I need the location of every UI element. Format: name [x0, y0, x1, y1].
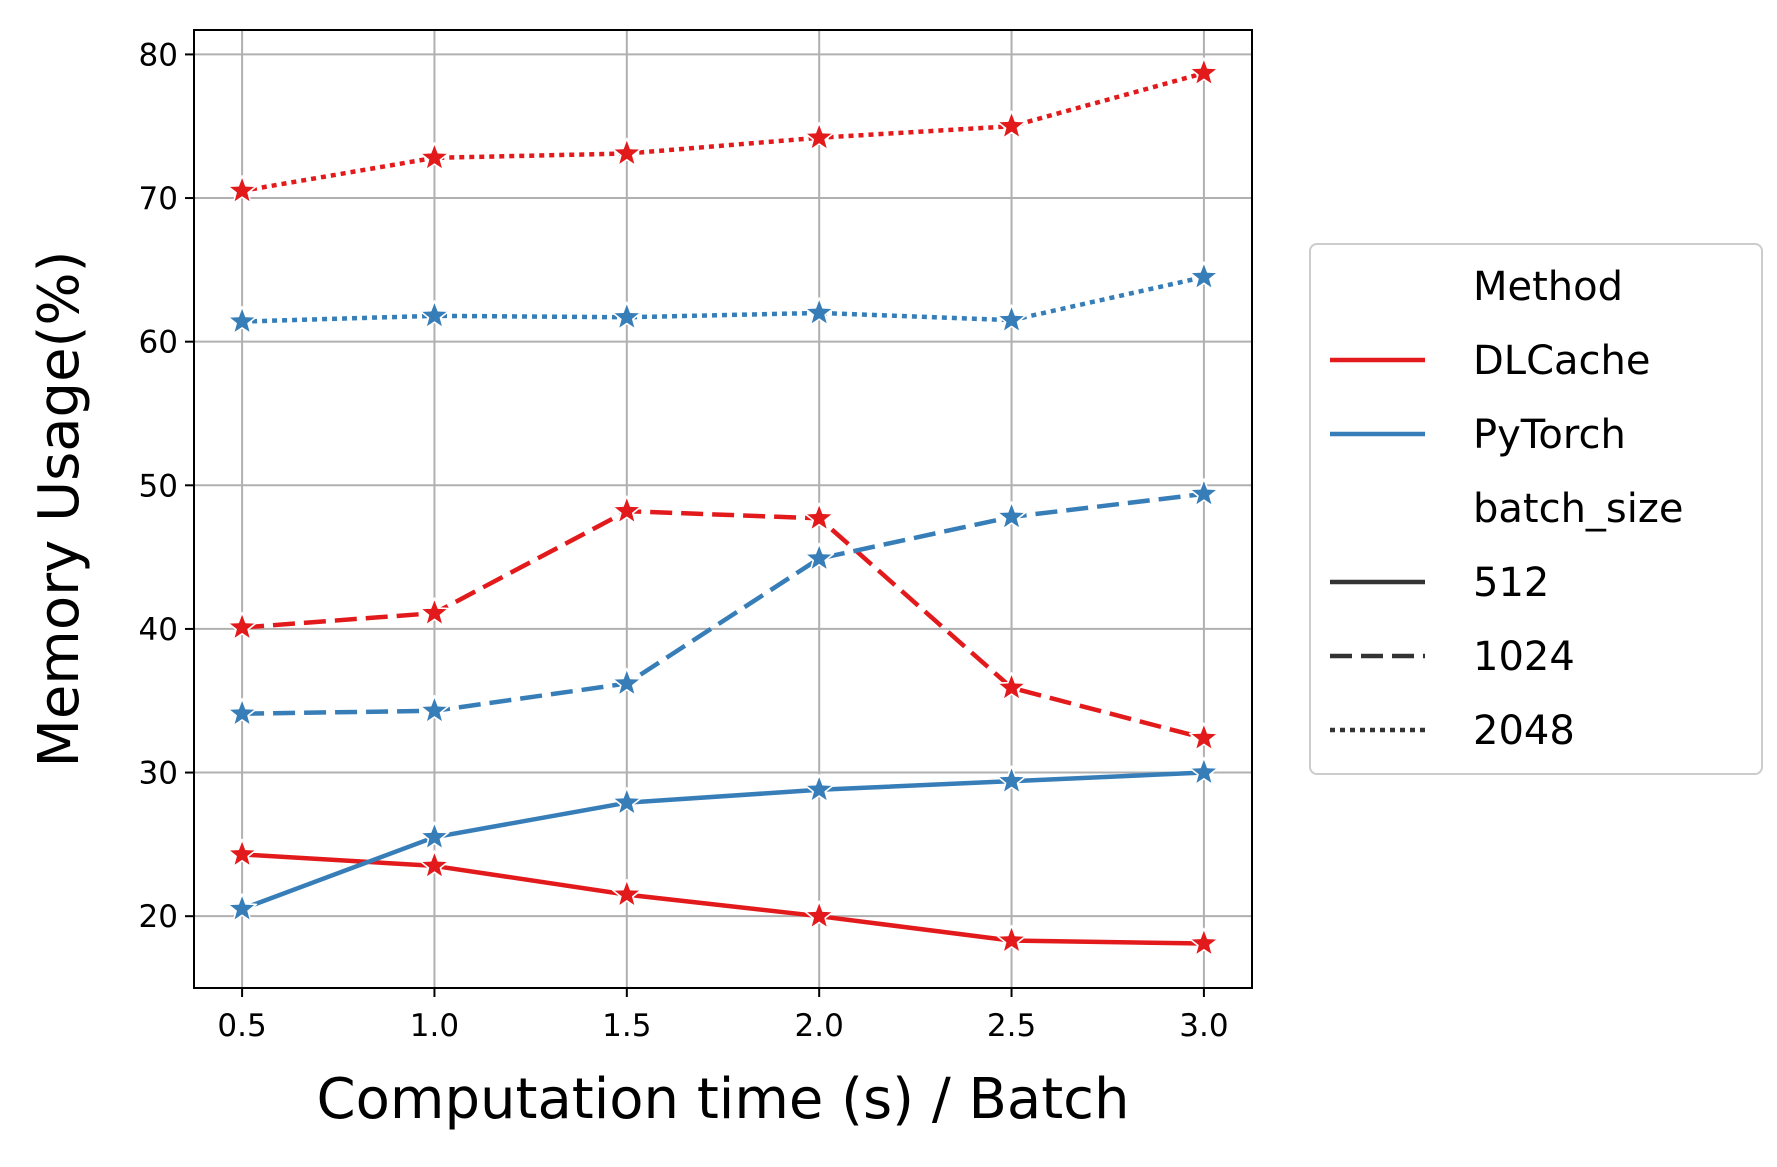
legend-label-batch-1024: 1024	[1473, 634, 1575, 680]
data-point-pytorch-512	[611, 786, 642, 816]
data-point-dlcache-1024	[611, 495, 642, 525]
legend-label-pytorch: PyTorch	[1473, 412, 1626, 458]
plot-frame	[193, 29, 1253, 989]
x-tick-label: 2.0	[795, 1008, 844, 1044]
data-point-pytorch-1024	[611, 667, 642, 697]
y-tick-label: 60	[139, 325, 178, 361]
data-point-dlcache-2048	[804, 121, 835, 151]
x-tick-label: 0.5	[217, 1008, 266, 1044]
data-point-pytorch-1024	[1188, 478, 1219, 507]
data-point-pytorch-1024	[996, 501, 1027, 530]
legend: Method batch_size DLCache PyTorch 512 1024 2…	[1309, 243, 1763, 775]
x-axis-title: Computation time (s) / Batch	[317, 1067, 1130, 1132]
plot-series	[227, 57, 1219, 957]
y-tick-label: 50	[139, 468, 178, 504]
data-point-dlcache-1024	[804, 502, 835, 532]
data-point-pytorch-2048	[227, 305, 258, 335]
x-tick-label: 1.0	[410, 1008, 459, 1044]
y-tick-label: 40	[139, 612, 178, 648]
data-point-pytorch-2048	[611, 301, 642, 331]
data-point-dlcache-1024	[1188, 722, 1219, 752]
data-point-pytorch-2048	[419, 300, 450, 329]
data-point-pytorch-512	[419, 821, 450, 851]
data-point-dlcache-2048	[996, 110, 1027, 140]
series-line-dlcache-512	[241, 852, 1204, 946]
data-point-pytorch-1024	[804, 542, 835, 572]
y-tick-label: 70	[139, 181, 178, 217]
series-line-dlcache-2048	[241, 70, 1205, 194]
data-point-dlcache-512	[419, 850, 450, 879]
data-point-pytorch-512	[804, 773, 835, 803]
data-point-pytorch-1024	[419, 695, 450, 724]
data-point-dlcache-1024	[996, 672, 1027, 701]
data-point-dlcache-512	[996, 924, 1027, 954]
legend-frame	[1309, 243, 1763, 775]
data-point-dlcache-512	[804, 900, 835, 930]
x-tick-label: 2.5	[987, 1008, 1036, 1044]
data-point-dlcache-2048	[1188, 57, 1219, 87]
data-point-dlcache-2048	[227, 175, 258, 204]
data-point-pytorch-2048	[996, 304, 1027, 334]
legend-label-dlcache: DLCache	[1473, 338, 1650, 384]
data-point-dlcache-512	[611, 878, 642, 908]
legend-label-batch-512: 512	[1473, 560, 1549, 606]
data-point-pytorch-2048	[804, 297, 835, 326]
axis-ticks: 0.5 1.0 1.5 2.0 2.5 3.0 20 30 40 50 60 70 80	[139, 37, 1229, 1044]
data-point-dlcache-512	[1188, 927, 1219, 957]
data-point-pytorch-2048	[1188, 261, 1219, 290]
data-point-dlcache-2048	[419, 142, 450, 171]
data-point-dlcache-1024	[419, 597, 450, 627]
legend-batch-title: batch_size	[1473, 486, 1684, 532]
x-tick-label: 1.5	[602, 1008, 651, 1044]
data-point-pytorch-512	[996, 765, 1027, 795]
series-line-pytorch-1024	[242, 491, 1205, 716]
legend-method-title: Method	[1473, 264, 1623, 310]
data-point-pytorch-512	[1188, 756, 1219, 786]
y-axis-title: Memory Usage(%)	[27, 251, 92, 768]
y-tick-label: 20	[139, 899, 178, 935]
legend-label-batch-2048: 2048	[1473, 708, 1575, 754]
series-line-pytorch-2048	[242, 274, 1205, 324]
series-line-dlcache-1024	[241, 508, 1205, 741]
y-tick-label: 80	[139, 37, 178, 73]
series-line-pytorch-512	[241, 770, 1205, 912]
data-point-pytorch-512	[227, 893, 258, 922]
y-tick-label: 30	[139, 756, 178, 792]
data-point-dlcache-512	[227, 838, 258, 868]
data-point-dlcache-2048	[611, 137, 642, 167]
data-point-dlcache-1024	[227, 611, 258, 641]
data-point-pytorch-1024	[227, 697, 258, 727]
x-tick-label: 3.0	[1179, 1008, 1228, 1044]
